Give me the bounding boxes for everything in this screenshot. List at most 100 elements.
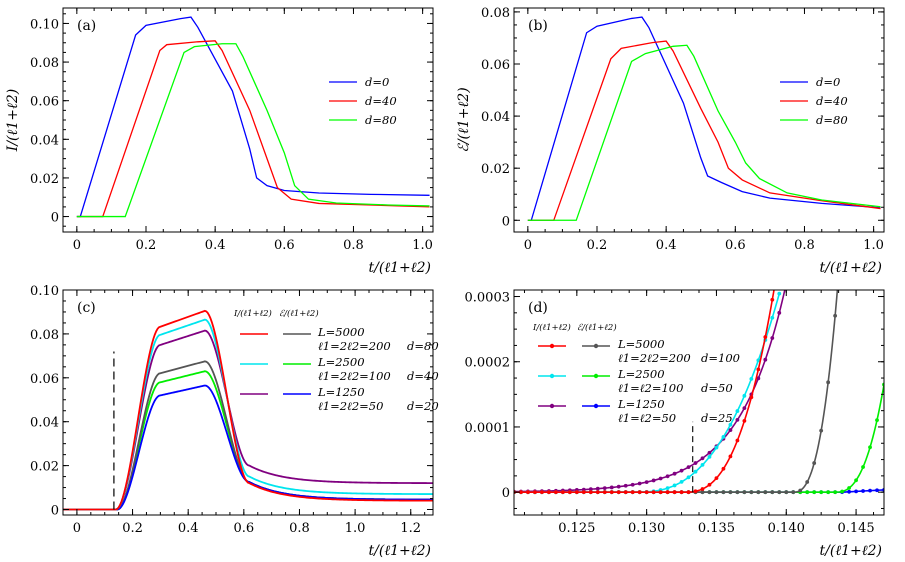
legend-ell: ℓ1=2ℓ2=50 <box>318 399 383 413</box>
series-point <box>707 490 712 495</box>
series-point <box>756 490 761 495</box>
series-point <box>519 490 523 495</box>
y-tick-label: 0.02 <box>30 172 59 187</box>
legend-label: d=80 <box>816 113 848 127</box>
legend-d: d=25 <box>701 411 733 425</box>
series-point <box>812 490 817 495</box>
series-point <box>847 489 851 494</box>
y-tick-label: 0.06 <box>481 58 510 73</box>
series-line-d=0 <box>527 16 881 221</box>
series-point <box>770 315 775 320</box>
series-point <box>812 461 817 465</box>
series-point <box>665 486 670 491</box>
series-point <box>588 490 593 495</box>
series-point <box>700 487 705 491</box>
series-point <box>728 490 733 495</box>
series-group <box>527 16 881 221</box>
series-point <box>721 466 726 471</box>
series-point <box>763 490 768 495</box>
y-axis-label: ℰ/(ℓ1+ℓ2) <box>456 87 472 152</box>
y-tick-label: 0.0002 <box>465 356 511 371</box>
series-point <box>700 456 705 461</box>
series-point <box>777 291 782 296</box>
x-tick-label: 0.6 <box>725 238 746 253</box>
legend-label: d=40 <box>365 94 397 108</box>
series-point <box>749 377 754 381</box>
series-group <box>63 309 433 511</box>
series-point <box>777 310 782 315</box>
series-point <box>847 486 851 490</box>
y-tick-label: 0.04 <box>30 133 59 148</box>
x-axis-label: t/(ℓ1+ℓ2) <box>820 543 882 559</box>
series-point <box>658 476 663 481</box>
legend-marker-I <box>549 373 555 379</box>
panel-label: (a) <box>77 18 96 34</box>
x-tick-label: 1.0 <box>863 238 884 253</box>
legend-marker-I <box>549 403 555 409</box>
x-tick-label: 0.130 <box>628 521 665 536</box>
y-tick-label: 0.02 <box>481 162 510 177</box>
series-point <box>547 490 551 495</box>
series-point <box>672 490 677 495</box>
series-point <box>693 461 698 465</box>
panel-b: 0 0.2 0.4 0.6 0.8 1.0 0 0.02 0.04 0.06 0.08 t/(ℓ1+ℓ… <box>456 6 885 276</box>
series-point <box>854 489 858 494</box>
series-point <box>540 490 544 495</box>
x-tick-label: 1.0 <box>345 521 366 536</box>
series-point <box>588 487 593 492</box>
y-tick-label: 0.10 <box>30 284 59 299</box>
series-point <box>630 490 635 495</box>
y-axis-label: I/(ℓ1+ℓ2) <box>5 89 21 152</box>
series-point <box>784 490 789 495</box>
series-point <box>742 406 747 410</box>
series-point <box>833 490 838 495</box>
series-point <box>623 490 628 495</box>
x-tick-label: 0.125 <box>558 521 595 536</box>
legend-header-E: ℰ/(ℓ1+ℓ2) <box>279 308 319 319</box>
legend-L: L=2500 <box>617 367 665 381</box>
x-tick-label: 0.2 <box>122 521 143 536</box>
series-point <box>805 490 810 495</box>
panel-a: 0 0.2 0.4 0.6 0.8 1.0 0 0.02 0.04 0.06 0.08 0.10 t/(… <box>5 7 434 276</box>
x-tick-label: 0.6 <box>233 521 254 536</box>
series-point <box>805 480 810 484</box>
y-tick-label: 0.06 <box>30 372 59 387</box>
series-point <box>665 490 670 495</box>
y-tick-label: 0 <box>502 486 510 501</box>
series-line-E L=1250 <box>63 384 433 511</box>
y-tick-label: 0 <box>502 214 510 229</box>
series-point <box>623 483 628 488</box>
axes-frame <box>62 289 434 516</box>
x-tick-label: 0.8 <box>343 238 364 253</box>
series-point <box>861 465 865 469</box>
series-point <box>700 490 705 495</box>
y-tick-label: 0.0003 <box>465 291 511 306</box>
y-tick-label: 0.0001 <box>465 421 511 436</box>
series-point <box>728 454 733 459</box>
series-point <box>630 482 635 487</box>
series-point <box>749 395 754 400</box>
y-tick-label: 0.04 <box>481 110 510 125</box>
series-point <box>819 490 824 495</box>
series-point <box>861 489 865 493</box>
legend-d: d=100 <box>701 351 740 365</box>
series-point <box>707 450 712 455</box>
y-tick-label: 0.10 <box>30 17 59 32</box>
series-line-d=40 <box>527 40 881 221</box>
series-point <box>602 490 607 495</box>
series-line-d=40 <box>76 40 430 218</box>
y-tick-label: 0 <box>51 504 59 519</box>
legend-d: d=40 <box>407 369 439 383</box>
series-point <box>875 418 879 422</box>
series-point <box>763 335 768 339</box>
series-point <box>665 474 670 479</box>
series-point <box>735 438 740 443</box>
legend-label: d=0 <box>816 75 840 89</box>
legend-d: d=50 <box>701 381 733 395</box>
legend-L: L=1250 <box>617 397 665 411</box>
legend-L: L=1250 <box>317 385 365 399</box>
series-point <box>875 488 879 493</box>
series-point <box>791 490 796 495</box>
panel-label: (d) <box>528 300 548 316</box>
legend-L: L=5000 <box>617 337 665 351</box>
